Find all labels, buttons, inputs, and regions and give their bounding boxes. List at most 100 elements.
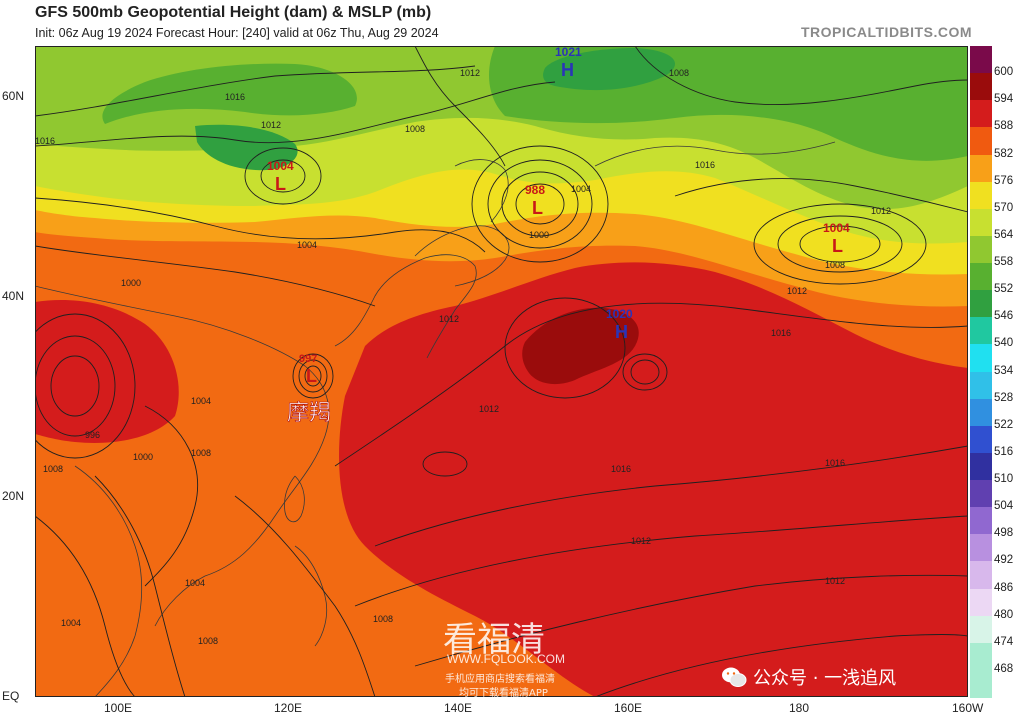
isobar-label-30: 1016 — [825, 458, 845, 468]
colorbar-segment — [970, 615, 992, 644]
colorbar-label: 480 — [994, 608, 1014, 621]
isobar-labels: 1012 1008 1016 1012 1016 1008 1004 1000 … — [35, 68, 891, 646]
height-band-546 — [543, 48, 675, 91]
isobar-label-17: 996 — [85, 430, 100, 440]
isobar-label-26: 1008 — [373, 614, 393, 624]
colorbar-segment — [970, 398, 992, 427]
lon-label-140e: 140E — [444, 701, 473, 715]
colorbar-label: 588 — [994, 120, 1014, 133]
lon-label-100e: 100E — [104, 701, 133, 715]
colorbar-label: 576 — [994, 174, 1014, 187]
isobar-label-14: 1016 — [695, 160, 715, 170]
colorbar-segment — [970, 534, 992, 562]
isobar-label-18: 1004 — [191, 396, 211, 406]
chart-subtitle: Init: 06z Aug 19 2024 Forecast Hour: [24… — [35, 26, 439, 40]
isobar-label-20: 1012 — [479, 404, 499, 414]
colorbar-segment — [970, 507, 992, 535]
coastlines — [35, 141, 836, 697]
low-pressure-okhotsk: 988 L — [525, 183, 545, 218]
colorbar-label: 504 — [994, 500, 1014, 513]
wechat-account: 公众号 · 一浅追风 — [721, 664, 896, 690]
isobar-label-8: 1000 — [121, 278, 141, 288]
colorbar-segment — [970, 46, 992, 74]
isobar-label-13: 1012 — [871, 206, 891, 216]
high-pressure-pacific: 1020 H — [606, 307, 633, 342]
isobar-label-5: 1016 — [35, 136, 55, 146]
colorbar-label: 540 — [994, 337, 1014, 350]
typhoon-low: 997 L — [299, 353, 317, 386]
high-pressure-north: 1021 H — [555, 46, 582, 80]
isobar-label-27: 1004 — [61, 618, 81, 628]
watermark-line2: 均可下载看福清APP — [459, 688, 548, 697]
colorbar-label: 468 — [994, 662, 1014, 675]
system-value: 988 — [525, 183, 545, 197]
isobar-label-22: 1004 — [185, 578, 205, 588]
system-value: 997 — [299, 353, 317, 365]
isobar-label-29: 1000 — [133, 452, 153, 462]
colorbar-segment — [970, 669, 992, 698]
colorbar-segment — [970, 425, 992, 454]
lon-label-120e: 120E — [274, 701, 303, 715]
isobar-label-6: 1008 — [405, 124, 425, 134]
colorbar-label: 534 — [994, 364, 1014, 377]
colorbar-label: 546 — [994, 310, 1014, 323]
colorbar-segment — [970, 588, 992, 617]
colorbar-label: 570 — [994, 201, 1014, 214]
colorbar-label: 474 — [994, 635, 1014, 648]
watermark-url: WWW.FQLOOK.COM — [447, 652, 565, 666]
lat-label-eq: EQ — [2, 689, 20, 703]
colorbar-label: 594 — [994, 93, 1014, 106]
isobar-label-16: 1000 — [529, 230, 549, 240]
high-marker: H — [561, 60, 574, 80]
lon-label-160e: 160E — [614, 701, 643, 715]
isobar-label-11: 1012 — [787, 286, 807, 296]
colorbar-segment — [970, 181, 992, 210]
colorbar-segment — [970, 371, 992, 400]
colorbar-segment — [970, 480, 992, 508]
isobar-label-9: 1012 — [439, 314, 459, 324]
chart-title: GFS 500mb Geopotential Height (dam) & MS… — [35, 4, 432, 21]
high-marker: H — [615, 322, 628, 342]
isobar-label-19: 1008 — [191, 448, 211, 458]
system-value: 1021 — [555, 46, 582, 59]
lon-label-180: 180 — [789, 701, 810, 715]
isobar-label-28: 1008 — [198, 636, 218, 646]
isobar-label-12: 1008 — [825, 260, 845, 270]
map-canvas: 1012 1008 1016 1012 1016 1008 1004 1000 … — [35, 46, 968, 697]
weather-map: 1012 1008 1016 1012 1016 1008 1004 1000 … — [35, 46, 968, 697]
height-band-546-west — [195, 124, 298, 171]
isobar-label-4: 1012 — [261, 120, 281, 130]
isobar-label-7: 1004 — [297, 240, 317, 250]
lat-label-40n: 40N — [2, 289, 25, 303]
isobar-label-3: 1016 — [225, 92, 245, 102]
colorbar-segment — [970, 561, 992, 589]
isobar-label-15: 1004 — [571, 184, 591, 194]
isobar-label-1: 1012 — [460, 68, 480, 78]
wechat-icon — [721, 666, 747, 688]
colorbar-segment — [970, 344, 992, 372]
isobar-label-2: 1008 — [669, 68, 689, 78]
low-pressure-siberia: 1004 L — [267, 159, 294, 194]
low-pressure-aleutian: 1004 L — [823, 221, 850, 256]
colorbar-label: 492 — [994, 554, 1014, 567]
isobar-label-25: 1012 — [825, 576, 845, 586]
colorbar-label: 582 — [994, 147, 1014, 160]
isobar-label-23: 1012 — [631, 536, 651, 546]
colorbar-segment — [970, 235, 992, 264]
map-frame — [35, 46, 968, 697]
lat-label-20n: 20N — [2, 489, 25, 503]
pressure-systems: 1021 H 1004 L 988 L 1004 L 1020 H 997 L — [267, 46, 850, 386]
colorbar-segment — [970, 452, 992, 481]
wechat-account-name: 公众号 · 一浅追风 — [753, 668, 897, 689]
colorbar-segment — [970, 100, 992, 128]
colorbar-segment — [970, 263, 992, 291]
colorbar-segment — [970, 127, 992, 155]
colorbar-segment — [970, 290, 992, 318]
isobars — [35, 46, 968, 697]
colorbar — [970, 46, 992, 698]
low-marker: L — [832, 236, 843, 256]
isobar-label-24: 1016 — [611, 464, 631, 474]
colorbar-label: 510 — [994, 473, 1014, 485]
watermark-brand: 看福清 — [443, 620, 545, 660]
colorbar-label: 516 — [994, 445, 1014, 458]
